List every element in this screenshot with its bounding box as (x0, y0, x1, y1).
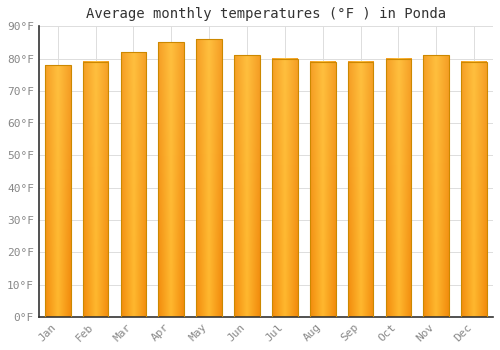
Bar (386, 58, 411, 317)
Bar (348, 62, 374, 317)
Bar (120, 52, 146, 317)
Bar (424, 55, 449, 317)
Bar (158, 42, 184, 317)
Bar (45, 65, 70, 317)
Bar (310, 62, 336, 317)
Bar (196, 39, 222, 317)
Bar (82, 62, 108, 317)
Title: Average monthly temperatures (°F ) in Ponda: Average monthly temperatures (°F ) in Po… (86, 7, 446, 21)
Bar (234, 55, 260, 317)
Bar (462, 62, 487, 317)
Bar (272, 58, 297, 317)
